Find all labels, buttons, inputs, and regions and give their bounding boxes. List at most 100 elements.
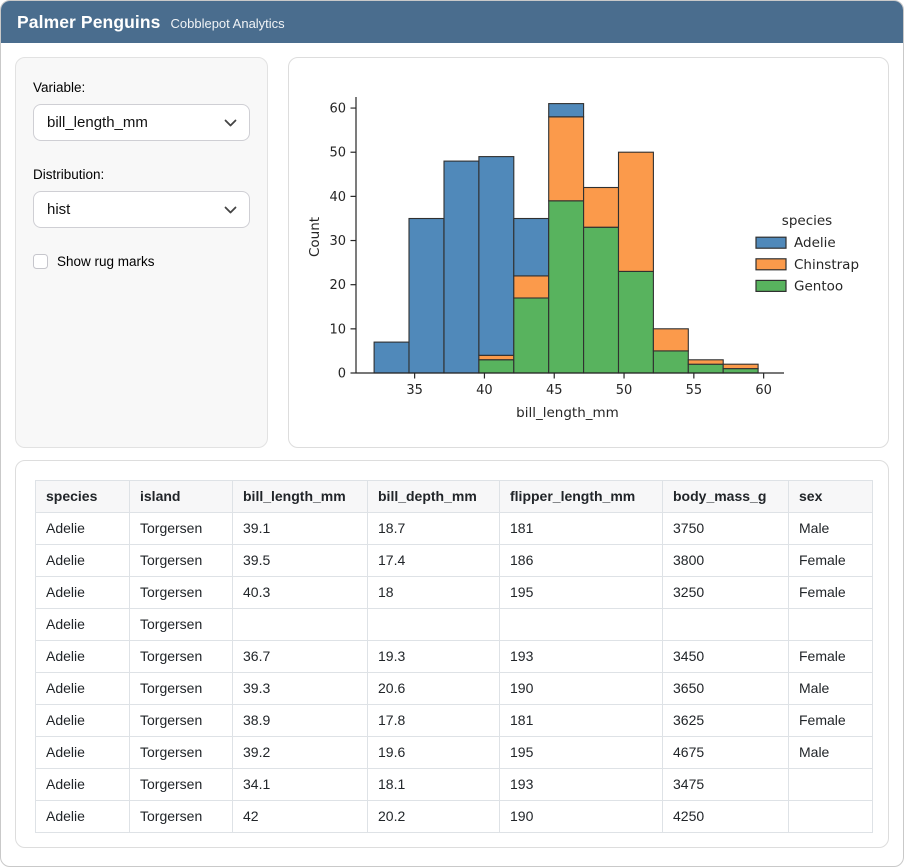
table-column-header: species (35, 480, 130, 513)
table-cell: Adelie (35, 736, 130, 769)
table-row: Adelie Torgersen (35, 608, 873, 641)
table-cell (367, 608, 500, 641)
table-cell: 181 (499, 512, 663, 545)
table-cell: Male (788, 736, 873, 769)
histogram-bars (373, 103, 759, 374)
x-tick-label: 60 (755, 383, 772, 398)
table-cell: Adelie (35, 640, 130, 673)
table-cell: 36.7 (232, 640, 368, 673)
table-cell: 3800 (662, 544, 789, 577)
table-cell: 181 (499, 704, 663, 737)
bar-segment-chinstrap (617, 151, 654, 272)
histogram-chart: 35 40 45 50 55 60 0 10 20 30 40 50 60 bill_length_mm C… (307, 97, 859, 421)
table-row: Adelie Torgersen 39.5 17.4 186 3800 Female (35, 544, 873, 577)
table-cell: 190 (499, 672, 663, 705)
table-cell: 195 (499, 736, 663, 769)
table-column-header: bill_depth_mm (367, 480, 500, 513)
table-row: Adelie Torgersen 39.2 19.6 195 4675 Male (35, 736, 873, 769)
table-row: Adelie Torgersen 40.3 18 195 3250 Female (35, 576, 873, 609)
table-cell: 20.6 (367, 672, 500, 705)
bar-segment-gentoo (617, 270, 654, 374)
rug-checkbox-label: Show rug marks (57, 254, 155, 269)
x-tick-label: 35 (406, 383, 423, 398)
rug-checkbox-row: Show rug marks (33, 254, 250, 269)
rug-checkbox[interactable] (33, 254, 48, 269)
table-cell: Adelie (35, 768, 130, 801)
table-cell: 3625 (662, 704, 789, 737)
table-cell: Torgersen (129, 800, 233, 833)
legend-title: species (782, 213, 832, 229)
y-tick-label: 50 (329, 146, 346, 161)
table-cell: Torgersen (129, 512, 233, 545)
bar-segment-gentoo (583, 226, 620, 374)
table-cell: 39.2 (232, 736, 368, 769)
variable-select[interactable]: bill_length_mm (33, 104, 250, 141)
table-cell: 39.1 (232, 512, 368, 545)
table-cell: Torgersen (129, 736, 233, 769)
table-cell (788, 608, 873, 641)
table-cell: Torgersen (129, 640, 233, 673)
legend-label: Gentoo (794, 278, 843, 294)
y-tick-label: 60 (329, 102, 346, 117)
x-tick-label: 55 (686, 383, 703, 398)
variable-select-value: bill_length_mm (47, 114, 148, 131)
bar-segment-adelie (513, 217, 550, 277)
bar-segment-chinstrap (722, 363, 759, 370)
table-cell: 3750 (662, 512, 789, 545)
x-tick-label: 50 (616, 383, 633, 398)
table-cell: 3450 (662, 640, 789, 673)
table-cell: 34.1 (232, 768, 368, 801)
table-header-row: species island bill_length_mm bill_depth_mm… (35, 480, 873, 513)
table-cell: 3250 (662, 576, 789, 609)
table-cell: 17.4 (367, 544, 500, 577)
table-cell: 20.2 (367, 800, 500, 833)
table-cell: Adelie (35, 800, 130, 833)
table-cell: 3475 (662, 768, 789, 801)
chart-card: 35 40 45 50 55 60 0 10 20 30 40 50 60 bill_length_mm C… (288, 57, 889, 448)
legend-label: Adelie (794, 235, 836, 251)
bar-segment-chinstrap (478, 354, 515, 361)
bar-segment-adelie (548, 103, 585, 118)
y-tick-label: 0 (338, 367, 346, 382)
bar-segment-chinstrap (513, 275, 550, 299)
table-cell: 18.1 (367, 768, 500, 801)
table-cell: 18 (367, 576, 500, 609)
chart-legend: species Adelie Chinstrap Gentoo (755, 213, 859, 294)
table-cell: Adelie (35, 544, 130, 577)
table-column-header: sex (788, 480, 873, 513)
y-tick-label: 20 (329, 278, 346, 293)
app-subtitle: Cobblepot Analytics (170, 16, 285, 31)
bar-segment-gentoo (548, 200, 585, 374)
table-cell: 4675 (662, 736, 789, 769)
penguins-table: species island bill_length_mm bill_depth_mm… (35, 480, 873, 833)
distribution-select[interactable]: hist (33, 191, 250, 228)
table-cell: Torgersen (129, 576, 233, 609)
table-cell: Torgersen (129, 544, 233, 577)
bar-segment-gentoo (513, 297, 550, 374)
table-cell: Adelie (35, 704, 130, 737)
table-cell: 42 (232, 800, 368, 833)
y-axis-label: Count (307, 217, 323, 257)
bar-segment-chinstrap (548, 116, 585, 202)
table-cell: Torgersen (129, 704, 233, 737)
table-cell: 39.5 (232, 544, 368, 577)
table-cell: Female (788, 704, 873, 737)
bar-segment-gentoo (722, 368, 759, 374)
table-column-header: body_mass_g (662, 480, 789, 513)
data-table-card: species island bill_length_mm bill_depth_mm… (15, 460, 889, 848)
table-cell: 4250 (662, 800, 789, 833)
table-cell: Female (788, 576, 873, 609)
table-cell: Female (788, 640, 873, 673)
table-cell (232, 608, 368, 641)
y-tick-label: 10 (329, 322, 346, 337)
bar-segment-gentoo (478, 359, 515, 374)
x-axis-label: bill_length_mm (516, 405, 619, 421)
chevron-down-icon (224, 119, 237, 126)
table-row: Adelie Torgersen 38.9 17.8 181 3625 Female (35, 704, 873, 737)
table-cell: Torgersen (129, 672, 233, 705)
app-header: Palmer Penguins Cobblepot Analytics (1, 1, 903, 43)
table-row: Adelie Torgersen 42 20.2 190 4250 (35, 800, 873, 833)
table-cell: Torgersen (129, 768, 233, 801)
y-tick-label: 40 (329, 190, 346, 205)
table-cell: 3650 (662, 672, 789, 705)
